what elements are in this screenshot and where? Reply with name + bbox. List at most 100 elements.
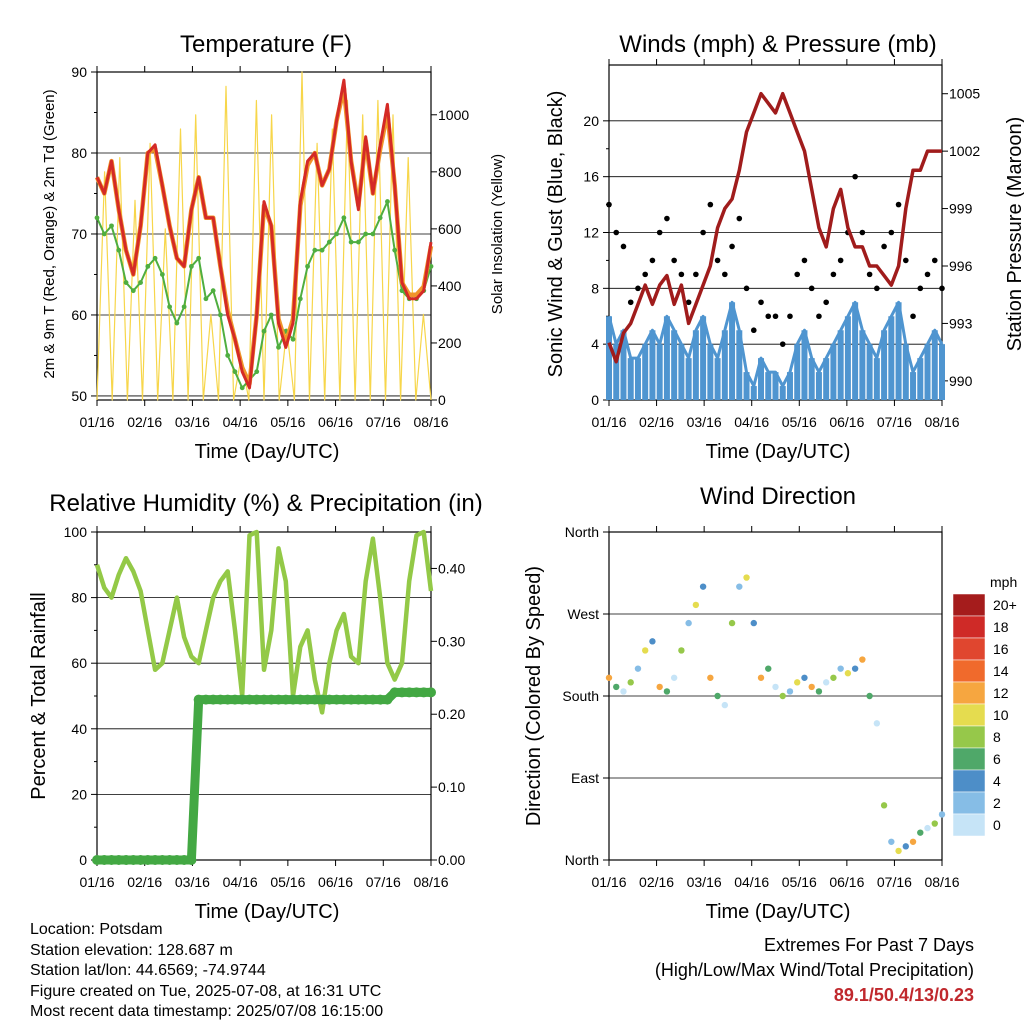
gust-point [620,243,627,250]
temperature-ylabel-left: 2m & 9m T (Red, Orange) & 2m Td (Green) [41,89,58,378]
humidity-ytick-label: 20 [71,786,87,802]
humidity-ytick-right-label: 0.30 [438,633,465,649]
direction-ytick-label: North [565,852,599,868]
humidity-ytick-label: 100 [64,524,88,540]
precipitation-point [200,694,211,705]
gust-point [627,299,634,306]
humidity-xtick-label: 01/16 [79,874,114,890]
temperature-xlabel: Time (Day/UTC) [195,441,340,463]
direction-point [815,688,823,695]
temperature-ytick-right-label: 600 [438,221,462,237]
gust-point [816,313,822,320]
gust-point [743,285,750,292]
gust-point [671,257,677,264]
direction-point [880,802,888,809]
precipitation-point [396,687,407,698]
direction-point [837,665,844,672]
gust-point [823,299,829,306]
precipitation-point [121,855,132,865]
gust-point [895,201,902,208]
gust-point [758,299,764,306]
precipitation-point [367,694,378,705]
precipitation-point [99,855,110,865]
extremes-values: 89.1/50.4/13/0.23 [833,985,974,1005]
precipitation-point [317,694,328,705]
winds-ytick-right-label: 993 [949,315,973,331]
direction-point [844,670,852,677]
precipitation-point [229,694,240,705]
winds-panel: Winds (mph) & Pressure (mb) Time (Day/UT… [545,31,1024,463]
gust-point [830,271,837,278]
direction-panel: Wind Direction Time (Day/UTC) Direction … [523,483,1017,923]
legend-label: 18 [993,619,1009,635]
direction-point [794,679,801,686]
humidity-ytick-right-label: 0.00 [438,852,465,868]
direction-point [909,838,917,845]
winds-xtick-label: 02/16 [639,414,674,430]
gust-point [635,285,641,292]
direction-point [678,647,685,654]
temperature-xtick-label: 06/16 [318,414,353,430]
dewpoint-line [96,200,432,389]
direction-point [808,683,815,691]
direction-point [888,838,895,845]
gust-point [678,271,685,278]
legend-swatch [952,769,986,793]
legend-swatch [952,791,986,815]
precipitation-point [338,694,349,705]
legend-swatch [952,703,986,727]
gust-point [693,271,699,278]
gust-point [917,285,924,292]
precipitation-point [237,694,248,705]
precipitation-point [288,694,299,705]
legend-swatch [952,747,986,771]
temperature-title: Temperature (F) [180,31,352,58]
temperature-ytick-label: 80 [71,145,87,161]
gust-point [931,257,938,264]
temperature-ytick-label: 60 [71,307,87,323]
direction-point [736,583,743,590]
direction-point [620,688,627,695]
precipitation-point [179,855,190,865]
precipitation-line [97,687,431,865]
direction-point [873,720,881,727]
direction-point [902,843,910,850]
humidity-xtick-label: 08/16 [413,874,448,890]
extremes-subtitle: (High/Low/Max Wind/Total Precipitation) [654,960,974,980]
solar-insolation-line [96,71,432,401]
temperature-ytick-label: 70 [71,226,87,242]
precipitation-point [171,855,182,865]
precipitation-point [295,694,306,705]
precipitation-point [273,694,284,705]
direction-legend-title: mph [990,574,1017,590]
humidity-ytick-right-label: 0.40 [438,560,465,576]
gust-point [685,299,692,306]
temperature-ytick-label: 90 [71,64,87,80]
temperature-ytick-label: 50 [71,388,87,404]
winds-ytick-label: 12 [583,225,599,241]
gust-point [765,313,772,320]
humidity-panel: Relative Humidity (%) & Precipitation (i… [28,490,483,923]
precipitation-point [208,694,219,705]
gust-point [656,229,663,236]
direction-point [750,619,757,627]
precipitation-point [382,694,393,705]
temperature-panel: Temperature (F) Time (Day/UTC) 2m & 9m T… [41,31,506,463]
figure-created: Figure created on Tue, 2025-07-08, at 16… [30,982,382,1000]
legend-label: 0 [993,817,1001,833]
gust-point [808,285,815,292]
winds-xtick-label: 07/16 [877,414,912,430]
precipitation-point [389,687,400,698]
precipitation-point [411,687,422,698]
direction-point [721,701,729,709]
direction-point [634,665,642,672]
humidity-ytick-label: 40 [71,721,87,737]
temperature-xtick-label: 03/16 [175,414,210,430]
direction-xtick-label: 06/16 [829,874,864,890]
legend-swatch [952,637,986,661]
humidity-xtick-label: 07/16 [366,874,401,890]
station-latlon: Station lat/lon: 44.6569; -74.9744 [30,962,266,979]
precipitation-point [309,694,320,705]
direction-xtick-label: 02/16 [639,874,674,890]
